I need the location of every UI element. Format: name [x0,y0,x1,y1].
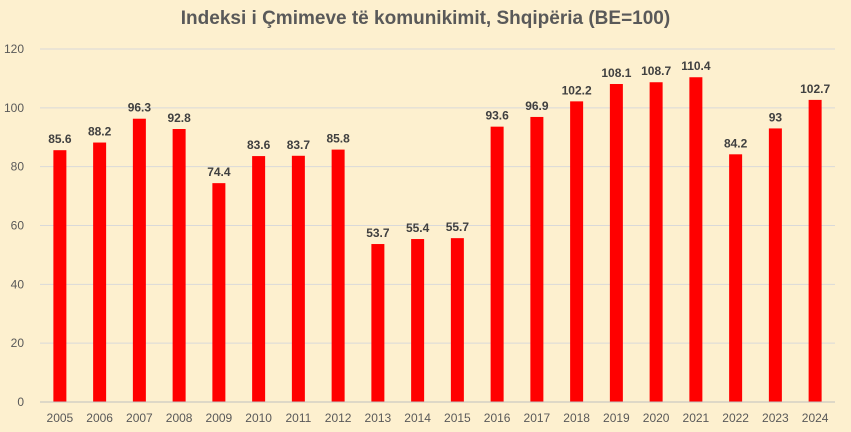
y-tick-label: 120 [4,42,24,56]
data-label-2010: 83.6 [247,138,271,152]
data-label-2020: 108.7 [641,64,671,78]
bar-2005 [53,150,67,402]
data-label-2006: 88.2 [88,125,112,139]
data-label-2011: 83.7 [287,138,311,152]
bar-2016 [490,126,504,402]
x-tick-label-2019: 2019 [603,411,630,425]
data-label-2022: 84.2 [724,136,748,150]
bar-2006 [93,142,107,403]
y-tick-label: 100 [4,101,24,115]
chart-title: Indeksi i Çmimeve të komunikimit, Shqipë… [180,8,671,29]
y-tick-label: 80 [11,160,25,174]
bar-2014 [411,239,425,402]
y-tick-label: 0 [17,395,24,409]
data-label-2007: 96.3 [128,101,152,115]
bar-2010 [252,156,266,402]
bar-2019 [609,84,623,403]
data-label-2014: 55.4 [406,221,430,235]
data-label-2021: 110.4 [681,59,711,73]
x-tick-label-2010: 2010 [245,411,272,425]
x-tick-label-2022: 2022 [722,411,749,425]
data-label-2017: 96.9 [525,99,549,113]
y-tick-label: 40 [11,277,25,291]
data-label-2013: 53.7 [366,226,390,240]
bar-2015 [450,238,464,402]
bar-2017 [530,116,544,402]
x-tick-label-2021: 2021 [683,411,710,425]
x-tick-label-2016: 2016 [484,411,511,425]
x-tick-label-2023: 2023 [762,411,789,425]
bar-2020 [649,82,663,402]
bar-2012 [331,149,345,402]
data-label-2019: 108.1 [601,66,631,80]
x-tick-label-2008: 2008 [166,411,193,425]
bar-2023 [768,128,782,403]
data-label-2018: 102.2 [562,83,592,97]
data-label-2016: 93.6 [485,109,509,123]
data-label-2024: 102.7 [800,82,830,96]
bar-2009 [212,183,226,402]
x-tick-label-2009: 2009 [206,411,233,425]
bar-2022 [729,154,743,402]
x-tick-label-2007: 2007 [126,411,153,425]
y-tick-label: 60 [11,219,25,233]
bar-2018 [570,101,584,402]
bar-2007 [132,118,146,402]
x-tick-label-2014: 2014 [404,411,431,425]
x-tick-label-2020: 2020 [643,411,670,425]
y-tick-label: 20 [11,336,25,350]
data-label-2023: 93 [769,110,783,124]
x-tick-label-2013: 2013 [365,411,392,425]
bar-2008 [172,129,186,402]
data-label-2008: 92.8 [167,111,191,125]
data-label-2015: 55.7 [446,220,470,234]
x-tick-label-2006: 2006 [86,411,113,425]
x-tick-label-2018: 2018 [563,411,590,425]
x-tick-label-2011: 2011 [285,411,311,425]
data-label-2009: 74.4 [207,165,231,179]
x-tick-label-2005: 2005 [47,411,74,425]
x-tick-label-2015: 2015 [444,411,471,425]
bar-2013 [371,244,385,402]
data-label-2005: 85.6 [48,132,72,146]
bar-2021 [689,77,703,403]
bar-2024 [808,99,822,402]
x-tick-label-2017: 2017 [524,411,551,425]
x-tick-label-2024: 2024 [802,411,829,425]
bar-2011 [291,155,305,402]
x-tick-label-2012: 2012 [325,411,352,425]
data-label-2012: 85.8 [326,132,350,146]
